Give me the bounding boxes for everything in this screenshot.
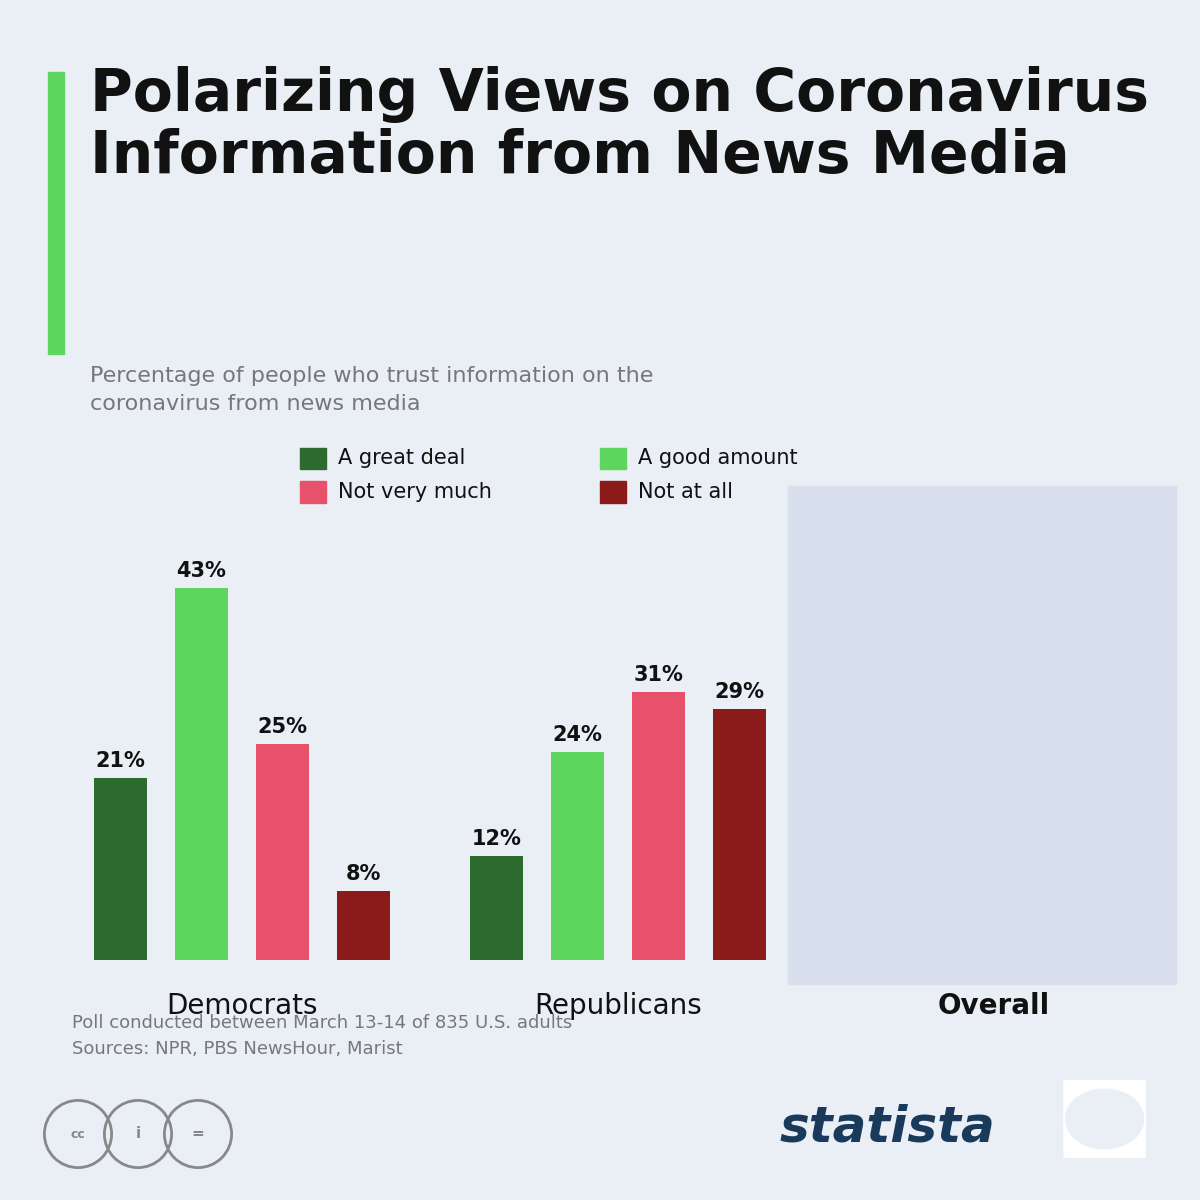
Text: Percentage of people who trust information on the
coronavirus from news media: Percentage of people who trust informati… xyxy=(90,366,653,414)
Text: 43%: 43% xyxy=(176,560,227,581)
Text: Democrats: Democrats xyxy=(167,991,318,1020)
Text: Polarizing Views on Coronavirus
Information from News Media: Polarizing Views on Coronavirus Informat… xyxy=(90,66,1150,185)
Bar xyxy=(470,856,523,960)
Text: 24%: 24% xyxy=(552,725,602,745)
Bar xyxy=(713,709,766,960)
Bar xyxy=(337,890,390,960)
Text: Not very much: Not very much xyxy=(338,482,492,502)
Text: statista: statista xyxy=(780,1104,996,1152)
Text: 8%: 8% xyxy=(346,864,382,884)
Bar xyxy=(175,588,228,960)
Text: 35%: 35% xyxy=(929,630,978,650)
Text: Overall: Overall xyxy=(938,991,1050,1020)
Text: Poll conducted between March 13-14 of 835 U.S. adults
Sources: NPR, PBS NewsHour: Poll conducted between March 13-14 of 83… xyxy=(72,1014,572,1058)
Text: A great deal: A great deal xyxy=(338,449,466,468)
Text: A good amount: A good amount xyxy=(638,449,798,468)
Bar xyxy=(632,691,685,960)
Text: i: i xyxy=(136,1127,140,1141)
Polygon shape xyxy=(1064,1080,1145,1118)
Bar xyxy=(95,779,146,960)
Text: 12%: 12% xyxy=(472,829,522,850)
Text: 29%: 29% xyxy=(714,682,764,702)
Text: 25%: 25% xyxy=(258,716,307,737)
Text: Not at all: Not at all xyxy=(638,482,733,502)
Text: 19%: 19% xyxy=(1091,769,1140,788)
Text: 31%: 31% xyxy=(634,665,684,685)
Bar xyxy=(256,744,308,960)
Polygon shape xyxy=(1064,1118,1145,1158)
Bar xyxy=(551,752,604,960)
Text: 15%: 15% xyxy=(847,803,898,823)
Bar xyxy=(1090,796,1141,960)
Bar xyxy=(846,830,899,960)
Text: cc: cc xyxy=(71,1128,85,1140)
Text: 21%: 21% xyxy=(96,751,145,772)
Text: Republicans: Republicans xyxy=(534,991,702,1020)
Bar xyxy=(1008,718,1061,960)
Text: 28%: 28% xyxy=(1009,691,1060,710)
Text: =: = xyxy=(192,1127,204,1141)
Bar xyxy=(928,658,980,960)
